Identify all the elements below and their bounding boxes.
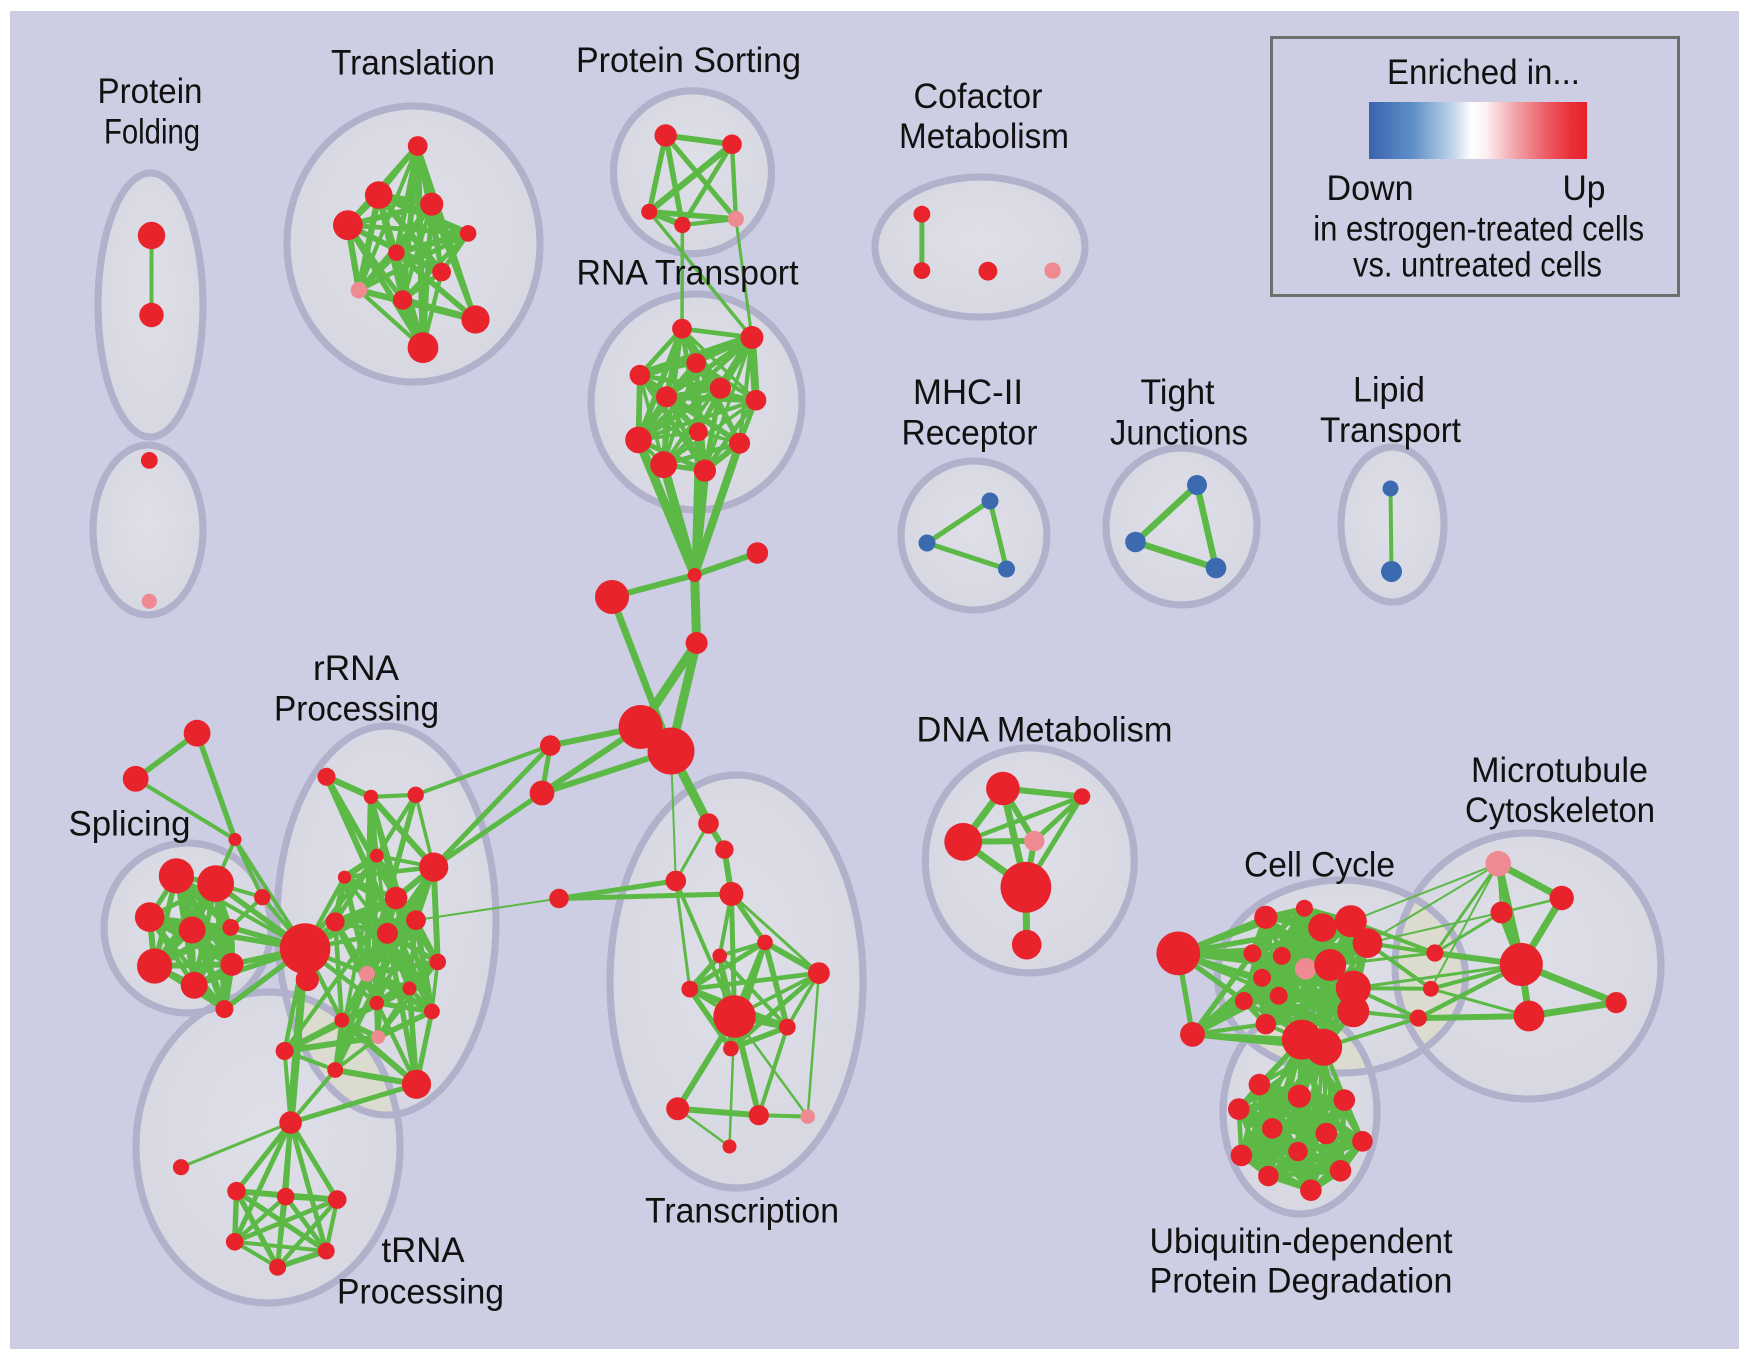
svg-text:Splicing: Splicing xyxy=(69,805,191,844)
svg-text:tRNA: tRNA xyxy=(382,1231,466,1270)
svg-text:RNA Transport: RNA Transport xyxy=(577,254,799,293)
svg-text:Processing: Processing xyxy=(337,1273,504,1312)
svg-text:vs. untreated cells: vs. untreated cells xyxy=(1353,246,1602,285)
svg-text:Cofactor: Cofactor xyxy=(914,77,1043,116)
svg-text:Junctions: Junctions xyxy=(1110,414,1248,453)
svg-text:rRNA: rRNA xyxy=(313,649,400,688)
svg-text:Enriched in...: Enriched in... xyxy=(1387,53,1580,92)
svg-text:Translation: Translation xyxy=(331,44,495,83)
svg-text:Transcription: Transcription xyxy=(645,1192,839,1231)
svg-text:Metabolism: Metabolism xyxy=(899,117,1069,156)
svg-text:Processing: Processing xyxy=(274,690,439,729)
svg-text:Cytoskeleton: Cytoskeleton xyxy=(1465,791,1655,830)
svg-text:Folding: Folding xyxy=(104,113,200,152)
svg-text:in estrogen-treated cells: in estrogen-treated cells xyxy=(1313,210,1644,249)
svg-text:Transport: Transport xyxy=(1320,411,1461,450)
svg-text:Cell Cycle: Cell Cycle xyxy=(1244,846,1395,885)
svg-text:Receptor: Receptor xyxy=(902,414,1038,453)
svg-text:Up: Up xyxy=(1563,169,1606,208)
svg-text:Lipid: Lipid xyxy=(1353,371,1425,410)
svg-text:MHC-II: MHC-II xyxy=(913,373,1023,412)
svg-text:Ubiquitin-dependent: Ubiquitin-dependent xyxy=(1150,1222,1453,1261)
svg-text:Protein Degradation: Protein Degradation xyxy=(1150,1262,1453,1301)
svg-text:Protein: Protein xyxy=(98,72,203,111)
svg-text:Down: Down xyxy=(1327,169,1414,208)
svg-text:Microtubule: Microtubule xyxy=(1471,751,1648,790)
svg-text:DNA Metabolism: DNA Metabolism xyxy=(917,711,1173,750)
svg-text:Protein Sorting: Protein Sorting xyxy=(576,41,801,80)
svg-text:Tight: Tight xyxy=(1141,373,1215,412)
